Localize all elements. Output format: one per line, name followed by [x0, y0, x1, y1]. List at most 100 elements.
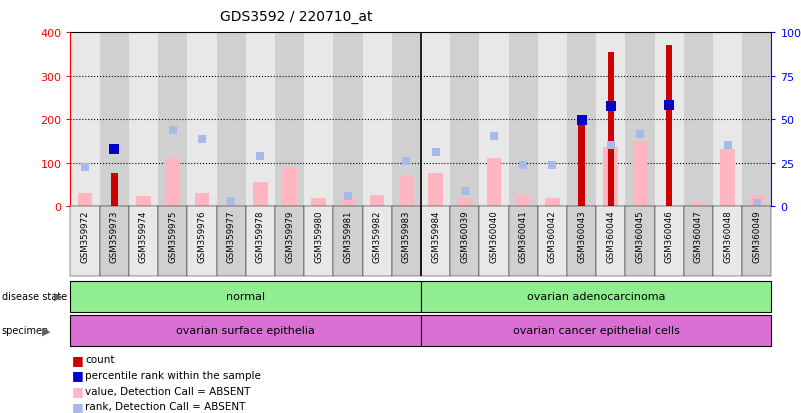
Bar: [158, 33, 187, 206]
Bar: [399, 175, 413, 206]
Bar: [457, 199, 472, 206]
Bar: [158, 206, 187, 277]
Bar: [537, 206, 567, 277]
Text: GSM359982: GSM359982: [372, 210, 381, 262]
Bar: [713, 33, 743, 206]
Bar: [596, 206, 626, 277]
Bar: [282, 169, 297, 206]
Text: GSM360041: GSM360041: [518, 210, 528, 263]
Text: GSM360039: GSM360039: [461, 210, 469, 263]
Bar: [516, 196, 530, 206]
Bar: [70, 206, 99, 277]
Text: ovarian cancer epithelial cells: ovarian cancer epithelial cells: [513, 325, 679, 336]
Bar: [429, 174, 443, 206]
Text: GSM360047: GSM360047: [694, 210, 702, 263]
Bar: [509, 33, 537, 206]
Text: GSM360045: GSM360045: [635, 210, 645, 263]
Bar: [479, 33, 509, 206]
Bar: [340, 200, 355, 206]
Text: ▶: ▶: [42, 325, 51, 335]
Bar: [333, 206, 363, 277]
Text: ■: ■: [72, 368, 84, 382]
Text: GSM359976: GSM359976: [197, 210, 207, 262]
Bar: [596, 33, 626, 206]
Bar: [165, 159, 180, 206]
Bar: [216, 206, 246, 277]
Bar: [363, 206, 392, 277]
Bar: [129, 33, 158, 206]
Bar: [684, 33, 713, 206]
Text: GSM359979: GSM359979: [285, 210, 294, 262]
Bar: [567, 33, 596, 206]
Bar: [684, 206, 713, 277]
Bar: [111, 174, 118, 206]
Text: GSM359981: GSM359981: [344, 210, 352, 262]
Bar: [450, 33, 479, 206]
Bar: [479, 206, 509, 277]
Bar: [654, 33, 684, 206]
Bar: [603, 148, 618, 206]
Bar: [216, 33, 246, 206]
Bar: [246, 33, 275, 206]
Text: GSM359974: GSM359974: [139, 210, 148, 262]
Bar: [99, 206, 129, 277]
Text: ovarian adenocarcinoma: ovarian adenocarcinoma: [527, 291, 666, 301]
Bar: [99, 33, 129, 206]
Bar: [654, 206, 684, 277]
Text: GSM360040: GSM360040: [489, 210, 498, 263]
Text: ■: ■: [72, 353, 84, 366]
Text: rank, Detection Call = ABSENT: rank, Detection Call = ABSENT: [85, 401, 245, 411]
Bar: [666, 46, 672, 206]
Bar: [246, 206, 275, 277]
Bar: [487, 159, 501, 206]
Bar: [363, 33, 392, 206]
Bar: [129, 206, 158, 277]
Text: ▶: ▶: [54, 291, 63, 301]
Bar: [626, 206, 654, 277]
Bar: [187, 33, 216, 206]
Bar: [509, 206, 537, 277]
Bar: [567, 206, 596, 277]
Text: GSM360048: GSM360048: [723, 210, 732, 263]
Bar: [750, 197, 764, 206]
Bar: [421, 33, 450, 206]
Text: GSM359972: GSM359972: [81, 210, 90, 262]
Bar: [607, 52, 614, 206]
Bar: [195, 193, 209, 206]
Text: GSM360044: GSM360044: [606, 210, 615, 263]
Text: specimen: specimen: [2, 325, 49, 335]
Text: GSM360042: GSM360042: [548, 210, 557, 263]
Bar: [312, 199, 326, 206]
Text: GSM359975: GSM359975: [168, 210, 177, 262]
Bar: [633, 142, 647, 206]
Text: count: count: [85, 354, 115, 364]
Bar: [421, 281, 771, 312]
Bar: [743, 206, 771, 277]
Bar: [304, 206, 333, 277]
Bar: [578, 123, 585, 206]
Text: GSM359984: GSM359984: [431, 210, 440, 262]
Bar: [545, 199, 560, 206]
Bar: [70, 33, 99, 206]
Text: normal: normal: [226, 291, 265, 301]
Text: disease state: disease state: [2, 291, 66, 301]
Text: ovarian surface epithelia: ovarian surface epithelia: [176, 325, 315, 336]
Bar: [275, 33, 304, 206]
Bar: [626, 33, 654, 206]
Bar: [187, 206, 216, 277]
Text: GSM359973: GSM359973: [110, 210, 119, 262]
Bar: [743, 33, 771, 206]
Bar: [720, 150, 735, 206]
Bar: [537, 33, 567, 206]
Bar: [70, 281, 421, 312]
Text: value, Detection Call = ABSENT: value, Detection Call = ABSENT: [85, 386, 250, 396]
Bar: [392, 206, 421, 277]
Text: GSM359978: GSM359978: [256, 210, 265, 262]
Text: ■: ■: [72, 400, 84, 413]
Bar: [421, 206, 450, 277]
Bar: [304, 33, 333, 206]
Bar: [275, 206, 304, 277]
Text: GSM360046: GSM360046: [665, 210, 674, 263]
Bar: [70, 315, 421, 346]
Text: GDS3592 / 220710_at: GDS3592 / 220710_at: [220, 10, 372, 24]
